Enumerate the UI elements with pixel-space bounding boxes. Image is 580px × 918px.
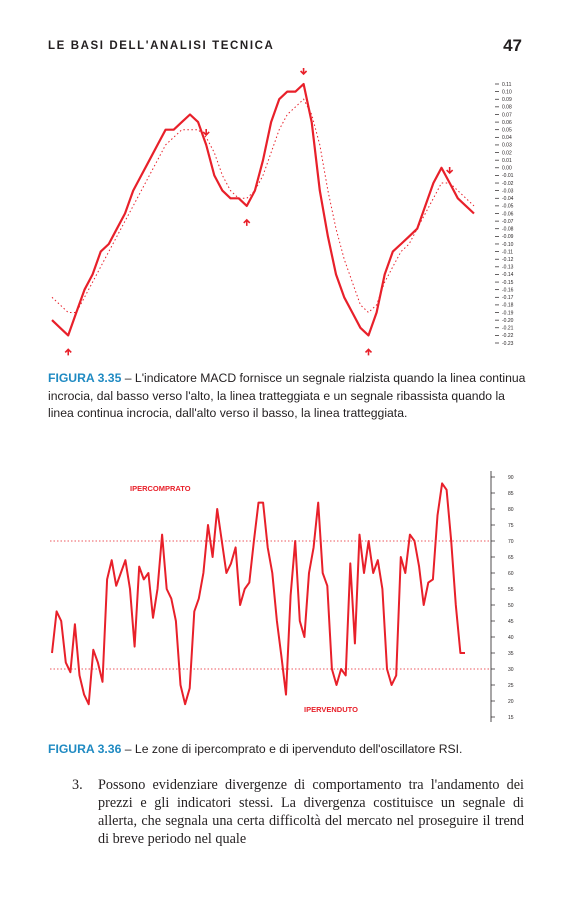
figure-3-36-label: FIGURA 3.36 xyxy=(48,742,122,756)
macd-y-tick-label: -0.09 xyxy=(502,234,514,240)
macd-y-tick-label: -0.06 xyxy=(502,211,514,217)
macd-y-tick-label: -0.03 xyxy=(502,188,514,194)
macd-y-tick-label: 0.07 xyxy=(502,112,512,118)
macd-y-tick-label: 0.06 xyxy=(502,120,512,126)
macd-y-tick-label: -0.20 xyxy=(502,318,514,324)
rsi-y-tick-label: 50 xyxy=(508,603,514,609)
list-item-text: Possono evidenziare divergenze di compor… xyxy=(98,777,524,847)
macd-y-tick-label: -0.23 xyxy=(502,341,514,347)
macd-up-arrow xyxy=(64,348,72,356)
macd-y-tick-label: 0.01 xyxy=(502,158,512,164)
body-paragraph: 3. Possono evidenziare divergenze di com… xyxy=(72,776,524,848)
rsi-line xyxy=(51,482,465,706)
figure-3-35-text: – L'indicatore MACD fornisce un segnale … xyxy=(48,371,526,420)
macd-y-tick-label: -0.12 xyxy=(502,257,514,263)
rsi-y-tick-label: 45 xyxy=(508,619,514,625)
macd-y-tick-label: -0.04 xyxy=(502,196,514,202)
macd-y-tick-label: 0.08 xyxy=(502,105,512,111)
rsi-y-tick-label: 30 xyxy=(508,667,514,673)
macd-y-tick-label: -0.14 xyxy=(502,272,514,278)
rsi-y-tick-label: 70 xyxy=(508,539,514,545)
macd-y-tick-label: -0.11 xyxy=(502,249,513,255)
rsi-y-tick-label: 40 xyxy=(508,635,514,641)
macd-y-tick-label: -0.15 xyxy=(502,280,514,286)
rsi-y-tick-label: 60 xyxy=(508,571,514,577)
macd-y-tick-label: -0.10 xyxy=(502,242,514,248)
macd-down-arrow xyxy=(202,128,210,137)
macd-y-tick-label: -0.13 xyxy=(502,265,514,271)
rsi-y-axis: 90 85 80 75 70 65 60 55 50 45 40 35 30 25 20 15 xyxy=(490,471,514,722)
macd-y-tick-label: 0.11 xyxy=(502,82,512,88)
figure-3-35-label: FIGURA 3.35 xyxy=(48,371,122,385)
rsi-overbought-label: IPERCOMPRATO xyxy=(130,484,191,493)
macd-y-tick-label: -0.05 xyxy=(502,204,514,210)
macd-down-arrow xyxy=(446,167,454,175)
rsi-y-tick-label: 85 xyxy=(508,491,514,497)
rsi-y-tick-label: 65 xyxy=(508,555,514,561)
rsi-y-tick-label: 15 xyxy=(508,715,514,721)
running-head: LE BASI DELL'ANALISI TECNICA 47 xyxy=(48,36,528,58)
macd-up-arrow xyxy=(243,218,251,226)
macd-y-tick-label: 0.10 xyxy=(502,89,512,95)
rsi-y-tick-label: 90 xyxy=(508,475,514,481)
rsi-y-tick-label: 35 xyxy=(508,651,514,657)
macd-line xyxy=(51,82,475,337)
macd-y-tick-label: -0.18 xyxy=(502,303,514,309)
running-head-title: LE BASI DELL'ANALISI TECNICA xyxy=(48,40,275,52)
macd-y-tick-label: -0.19 xyxy=(502,310,514,316)
macd-y-tick-label: -0.08 xyxy=(502,227,514,233)
rsi-y-tick-label: 25 xyxy=(508,683,514,689)
macd-signal-line xyxy=(51,98,475,314)
list-item-number: 3. xyxy=(72,777,83,793)
macd-down-arrow xyxy=(300,68,308,76)
rsi-oversold-label: IPERVENDUTO xyxy=(304,705,358,714)
macd-y-tick-label: 0.00 xyxy=(502,166,512,172)
rsi-y-tick-label: 75 xyxy=(508,523,514,529)
page-number: 47 xyxy=(503,36,522,55)
macd-y-tick-label: -0.07 xyxy=(502,219,514,225)
macd-y-tick-label: 0.04 xyxy=(502,135,512,141)
macd-y-tick-label: -0.17 xyxy=(502,295,514,301)
macd-y-tick-label: -0.22 xyxy=(502,333,514,339)
figure-3-36-caption: FIGURA 3.36 – Le zone di ipercomprato e … xyxy=(48,741,534,759)
macd-y-tick-label: 0.09 xyxy=(502,97,512,103)
macd-y-tick-label: -0.01 xyxy=(502,173,514,179)
macd-y-axis: 0.110.10 0.09 0.080.07 0.06 0.050.04 0.030.02… xyxy=(495,82,514,347)
macd-y-tick-label: -0.16 xyxy=(502,287,514,293)
rsi-y-tick-label: 20 xyxy=(508,699,514,705)
macd-y-tick-label: -0.02 xyxy=(502,181,514,187)
rsi-y-tick-label: 80 xyxy=(508,507,514,513)
macd-signal-arrows xyxy=(64,68,454,356)
macd-up-arrow xyxy=(364,348,373,356)
macd-y-tick-label: 0.05 xyxy=(502,128,512,134)
figure-3-35-caption: FIGURA 3.35 – L'indicatore MACD fornisce… xyxy=(48,370,534,423)
rsi-y-tick-label: 55 xyxy=(508,587,514,593)
macd-y-tick-label: -0.21 xyxy=(502,326,514,332)
macd-y-tick-label: 0.03 xyxy=(502,143,512,149)
macd-y-tick-label: 0.02 xyxy=(502,150,512,156)
figure-3-36-text: – Le zone di ipercomprato e di ipervendu… xyxy=(121,742,463,756)
